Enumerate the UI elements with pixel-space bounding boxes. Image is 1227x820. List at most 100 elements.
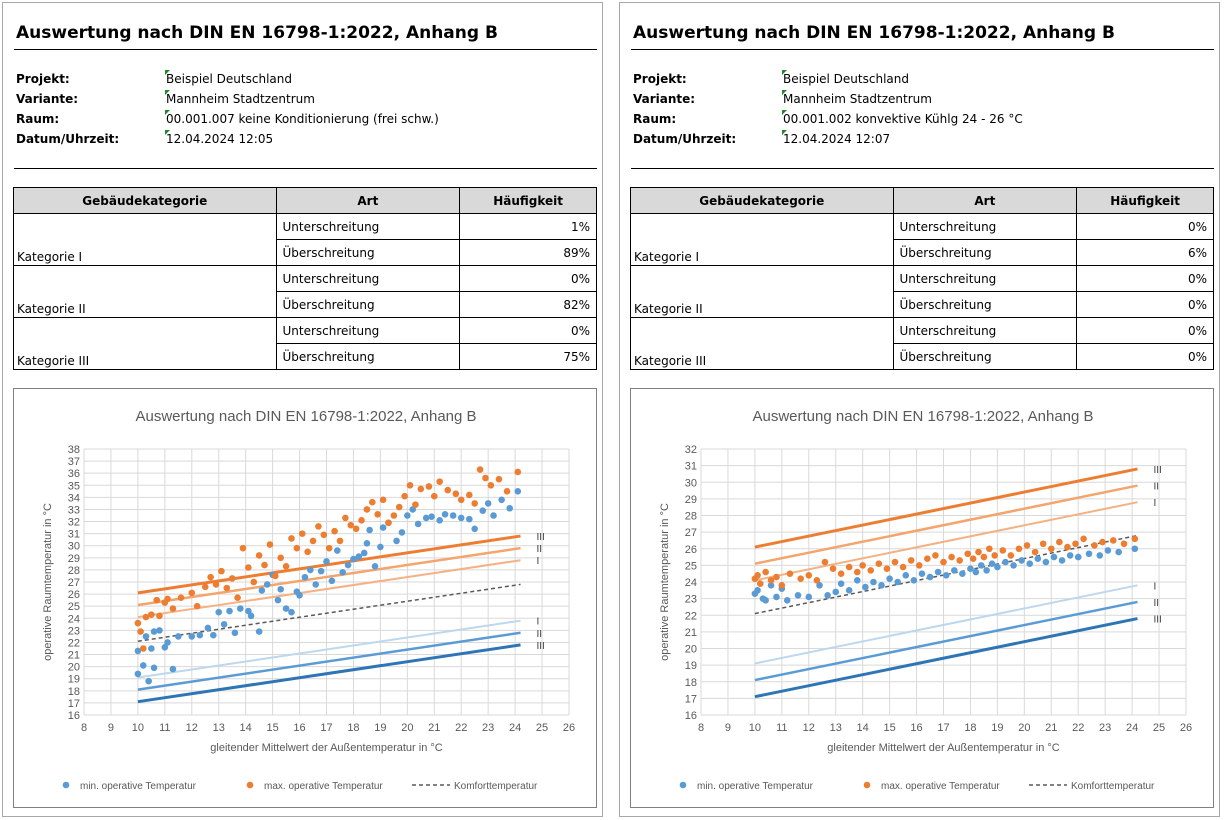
min-point bbox=[466, 515, 473, 523]
max-point bbox=[298, 530, 306, 537]
projekt-label: Projekt: bbox=[16, 72, 70, 86]
min-point bbox=[328, 577, 336, 585]
max-point bbox=[457, 496, 465, 504]
min-point bbox=[148, 645, 155, 652]
max-point bbox=[137, 628, 144, 635]
projekt-value: Beispiel Deutschland bbox=[165, 70, 292, 86]
y-tick-label: 16 bbox=[685, 710, 697, 722]
max-point bbox=[975, 548, 982, 556]
variante-label: Variante: bbox=[633, 92, 696, 106]
min-point bbox=[226, 607, 233, 615]
min-point bbox=[832, 588, 840, 596]
max-point bbox=[336, 537, 344, 545]
min-point bbox=[471, 525, 478, 533]
y-tick-label: 22 bbox=[68, 637, 80, 649]
min-point bbox=[274, 596, 282, 604]
min-point bbox=[762, 596, 769, 604]
y-tick-label: 30 bbox=[685, 477, 697, 489]
value-cell: 75% bbox=[459, 343, 597, 370]
min-point bbox=[894, 578, 901, 586]
legend-marker-min bbox=[679, 781, 687, 789]
report-title: Auswertung nach DIN EN 16798-1:2022, Anh… bbox=[633, 23, 1115, 43]
min-point bbox=[959, 570, 966, 577]
value-cell: 0% bbox=[459, 265, 597, 292]
upper-limit-line-1 bbox=[137, 559, 521, 619]
kategorie-cell: Kategorie I bbox=[630, 213, 894, 266]
x-tick-label: 14 bbox=[857, 722, 869, 734]
report-panel-1: Auswertung nach DIN EN 16798-1:2022, Anh… bbox=[2, 2, 603, 817]
y-tick-label: 19 bbox=[68, 674, 80, 686]
max-point bbox=[1007, 552, 1015, 559]
header-haeufigkeit: Häufigkeit bbox=[1076, 187, 1214, 214]
x-tick-label: 22 bbox=[1072, 722, 1084, 734]
chart-area: Auswertung nach DIN EN 16798-1:2022, Anh… bbox=[13, 388, 597, 808]
min-point bbox=[1131, 545, 1139, 553]
max-point bbox=[891, 558, 899, 566]
min-point bbox=[422, 514, 430, 522]
legend-comfort: Komforttemperatur bbox=[454, 781, 538, 792]
min-point bbox=[1026, 560, 1034, 568]
max-point bbox=[331, 527, 338, 535]
art-cell: Überschreitung bbox=[892, 239, 1078, 266]
max-point bbox=[754, 572, 761, 579]
min-point bbox=[1034, 555, 1042, 563]
comfort-line bbox=[137, 583, 521, 642]
y-tick-label: 17 bbox=[685, 693, 697, 705]
max-point bbox=[444, 486, 452, 494]
x-tick-label: 18 bbox=[347, 722, 359, 734]
min-point bbox=[156, 627, 163, 634]
min-point bbox=[371, 562, 379, 570]
max-point bbox=[956, 557, 963, 564]
datum-label: Datum/Uhrzeit: bbox=[16, 132, 120, 146]
max-point bbox=[406, 481, 414, 489]
max-point bbox=[829, 565, 837, 572]
art-cell: Überschreitung bbox=[275, 343, 461, 370]
min-point bbox=[231, 629, 239, 637]
min-point bbox=[910, 577, 918, 584]
max-point bbox=[762, 568, 769, 576]
divider bbox=[14, 49, 597, 50]
max-point bbox=[342, 514, 349, 522]
max-point bbox=[164, 595, 171, 603]
scatter-chart: Auswertung nach DIN EN 16798-1:2022, Anh… bbox=[42, 408, 575, 792]
max-point bbox=[778, 582, 786, 589]
max-point bbox=[452, 490, 460, 498]
max-point bbox=[1039, 540, 1047, 548]
x-tick-label: 23 bbox=[1099, 722, 1111, 734]
max-point bbox=[156, 612, 163, 620]
max-point bbox=[148, 611, 155, 618]
max-point bbox=[352, 525, 360, 533]
value-cell: 0% bbox=[1076, 213, 1214, 240]
min-point bbox=[339, 569, 346, 576]
lower-limit-label-1: I bbox=[537, 617, 540, 628]
art-cell: Unterschreitung bbox=[892, 265, 1078, 292]
max-point bbox=[188, 589, 196, 597]
max-point bbox=[134, 619, 142, 627]
min-point bbox=[878, 582, 885, 589]
max-point bbox=[358, 517, 365, 524]
upper-limit-line-1 bbox=[754, 501, 1138, 582]
raum-value: 00.001.007 keine Konditionierung (frei s… bbox=[165, 110, 439, 126]
max-point bbox=[1015, 545, 1023, 553]
chart-area: Auswertung nach DIN EN 16798-1:2022, Anh… bbox=[630, 388, 1214, 808]
max-point bbox=[482, 474, 489, 482]
comfort-line bbox=[754, 534, 1138, 615]
value-cell: 0% bbox=[1076, 343, 1214, 370]
kategorie-cell: Kategorie I bbox=[13, 213, 277, 266]
min-point bbox=[307, 566, 314, 574]
header-gebaeudekategorie: Gebäudekategorie bbox=[13, 187, 277, 214]
x-tick-label: 14 bbox=[240, 722, 252, 734]
min-point bbox=[1115, 548, 1122, 556]
table-row: Überschreitung 0% bbox=[631, 343, 1214, 370]
min-point bbox=[134, 670, 142, 678]
max-point bbox=[282, 562, 290, 570]
min-point bbox=[967, 565, 974, 572]
max-point bbox=[503, 488, 511, 495]
table-row: Überschreitung 89% bbox=[14, 239, 597, 266]
min-point bbox=[236, 605, 244, 612]
x-tick-label: 9 bbox=[108, 722, 114, 734]
max-point bbox=[379, 496, 387, 504]
max-point bbox=[907, 557, 915, 564]
min-point bbox=[404, 512, 411, 519]
min-point bbox=[514, 488, 522, 495]
